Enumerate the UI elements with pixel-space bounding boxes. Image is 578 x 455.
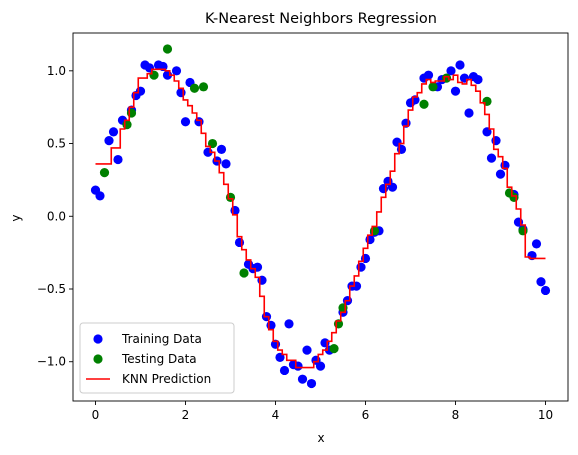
data-point <box>482 96 492 106</box>
data-point <box>216 144 227 154</box>
data-point <box>99 168 110 178</box>
data-point <box>180 117 191 127</box>
data-point <box>171 66 182 76</box>
data-point <box>234 237 245 248</box>
data-point <box>297 374 308 384</box>
data-point <box>126 108 137 118</box>
data-point <box>113 154 123 165</box>
legend-label: Testing Data <box>121 352 197 366</box>
legend-label: Training Data <box>121 332 202 346</box>
data-point <box>104 136 114 146</box>
data-point <box>230 205 240 216</box>
legend: Training Data Testing Data KNN Prediction <box>79 322 235 394</box>
data-point <box>95 191 105 201</box>
axes-frame <box>72 32 569 402</box>
data-point <box>396 144 407 154</box>
data-point <box>189 83 200 93</box>
data-point <box>162 44 173 54</box>
data-point <box>306 378 317 389</box>
data-point <box>419 99 429 109</box>
data-point <box>279 365 290 376</box>
y-tick-label: 1.0 <box>47 64 66 78</box>
data-point <box>315 361 326 371</box>
y-tick-label: −1.0 <box>37 355 66 369</box>
data-point <box>540 285 551 296</box>
knn-prediction-line <box>95 68 546 369</box>
data-point <box>536 277 546 287</box>
data-point <box>446 66 456 76</box>
data-point <box>198 82 209 92</box>
axes: 0 2 4 6 8 10 −1.0 −0.5 0.0 0.5 1.0 <box>37 32 569 422</box>
data-point <box>428 82 438 92</box>
data-point <box>176 88 186 98</box>
data-point <box>338 303 348 313</box>
data-point <box>225 192 236 202</box>
legend-marker <box>93 334 103 344</box>
x-tick-label: 2 <box>182 408 190 422</box>
data-point <box>194 117 204 127</box>
x-tick-label: 8 <box>452 408 460 422</box>
data-point <box>284 319 294 329</box>
data-point <box>464 108 474 118</box>
y-tick-label: −0.5 <box>37 282 66 296</box>
x-tick-label: 10 <box>538 408 553 422</box>
x-axis-label: x <box>317 431 324 445</box>
data-point <box>455 60 465 70</box>
data-point <box>252 262 263 272</box>
data-point <box>509 192 519 202</box>
data-point <box>135 86 146 96</box>
data-point <box>293 361 303 371</box>
data-point <box>450 86 461 96</box>
series-1-points <box>99 44 528 354</box>
data-point <box>239 268 249 278</box>
y-tick-label: 0.0 <box>47 209 66 223</box>
data-point <box>369 226 380 236</box>
data-point <box>531 239 542 249</box>
data-point <box>423 70 434 80</box>
legend-marker <box>93 354 103 364</box>
data-point <box>473 74 483 85</box>
data-point <box>518 226 528 236</box>
data-point <box>149 70 159 80</box>
data-point <box>122 120 132 130</box>
data-point <box>329 344 339 354</box>
data-point <box>302 345 312 355</box>
data-point <box>491 136 501 146</box>
data-point <box>108 127 119 137</box>
data-point <box>221 159 231 169</box>
data-point <box>495 169 506 179</box>
plot-area <box>90 44 551 389</box>
x-tick-label: 4 <box>272 408 280 422</box>
x-tick-label: 0 <box>92 408 100 422</box>
x-tick-label: 6 <box>362 408 370 422</box>
y-tick-label: 0.5 <box>47 137 66 151</box>
chart-title: K-Nearest Neighbors Regression <box>205 11 437 27</box>
legend-box <box>79 322 235 394</box>
data-point <box>356 262 366 272</box>
data-point <box>266 320 276 330</box>
data-point <box>486 153 497 163</box>
legend-label: KNN Prediction <box>122 372 211 386</box>
y-axis-label: y <box>9 214 23 221</box>
data-point <box>459 73 470 83</box>
